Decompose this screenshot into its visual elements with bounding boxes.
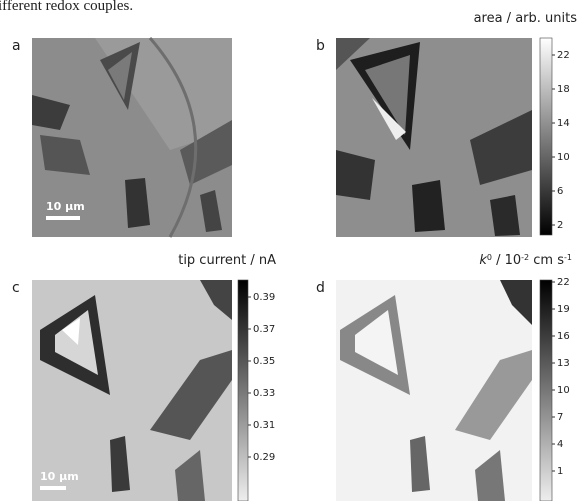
caption-fragment: ifferent redox couples. xyxy=(0,0,133,14)
title-part: cm s xyxy=(529,253,564,268)
figure: ifferent redox couples. xyxy=(0,0,577,501)
colorbar-tick-label: 18 xyxy=(557,84,570,95)
colorbar-tick-label: 6 xyxy=(557,186,563,197)
colorbar-tick-label: 0.29 xyxy=(253,452,275,463)
colorbar-tick-label: 0.33 xyxy=(253,388,275,399)
colorbar-d xyxy=(540,280,552,501)
colorbar-tick-label: 10 xyxy=(557,152,570,163)
colorbar-b xyxy=(540,38,552,235)
scale-bar-label: 10 µm xyxy=(40,470,79,483)
colorbar-tick-label: 4 xyxy=(557,439,563,450)
colorbar-tick-label: 10 xyxy=(557,385,570,396)
colorbar-tick-label: 13 xyxy=(557,358,570,369)
colorbar-c xyxy=(238,280,248,501)
colorbar-tick-label: 1 xyxy=(557,466,563,477)
colorbar-tick-label: 22 xyxy=(557,50,570,61)
colorbar-tick-label: 0.39 xyxy=(253,292,275,303)
title-part: -1 xyxy=(564,253,572,262)
colorbar-tick-label: 19 xyxy=(557,304,570,315)
colorbar-title: tip current / nA xyxy=(178,253,276,268)
colorbar-title: k0 / 10-2 cm s-1 xyxy=(479,253,572,269)
scale-bar-label: 10 µm xyxy=(46,200,85,213)
colorbar-tick-label: 2 xyxy=(557,220,563,231)
colorbar-title: area / arb. units xyxy=(474,11,577,26)
colorbar-tick-label: 7 xyxy=(557,412,563,423)
colorbar-tick-label: 16 xyxy=(557,331,570,342)
panel-label: d xyxy=(316,280,325,296)
panel-label: a xyxy=(12,38,21,54)
image-d xyxy=(336,280,532,501)
title-part: -2 xyxy=(521,253,529,262)
colorbar-tick-label: 22 xyxy=(557,277,570,288)
panel-label: c xyxy=(12,280,20,296)
title-part: / 10 xyxy=(492,253,521,268)
image-c xyxy=(32,280,232,501)
colorbar-tick-label: 14 xyxy=(557,118,570,129)
colorbar-tick-label: 0.37 xyxy=(253,324,275,335)
panel-label: b xyxy=(316,38,325,54)
colorbar-tick-label: 0.35 xyxy=(253,356,275,367)
image-b xyxy=(336,38,532,237)
colorbar-tick-label: 0.31 xyxy=(253,420,275,431)
